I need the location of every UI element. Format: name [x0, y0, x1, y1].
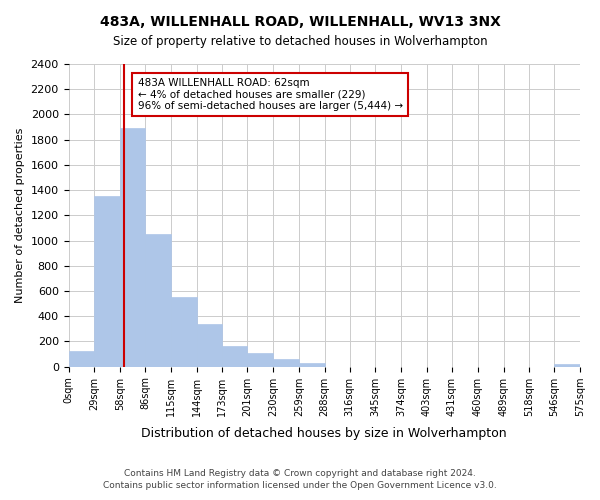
Text: Contains HM Land Registry data © Crown copyright and database right 2024.
Contai: Contains HM Land Registry data © Crown c…	[103, 468, 497, 490]
Text: 483A, WILLENHALL ROAD, WILLENHALL, WV13 3NX: 483A, WILLENHALL ROAD, WILLENHALL, WV13 …	[100, 15, 500, 29]
Bar	[197, 324, 223, 366]
Y-axis label: Number of detached properties: Number of detached properties	[15, 128, 25, 303]
Bar	[120, 128, 145, 366]
Bar	[273, 359, 299, 366]
Bar	[247, 353, 273, 366]
Text: 483A WILLENHALL ROAD: 62sqm
← 4% of detached houses are smaller (229)
96% of sem: 483A WILLENHALL ROAD: 62sqm ← 4% of deta…	[137, 78, 403, 111]
Bar	[68, 351, 94, 366]
Bar	[554, 364, 580, 366]
Bar	[223, 346, 247, 366]
Bar	[145, 234, 171, 366]
Bar	[171, 298, 197, 366]
Bar	[299, 363, 325, 366]
Bar	[94, 196, 120, 366]
Text: Size of property relative to detached houses in Wolverhampton: Size of property relative to detached ho…	[113, 35, 487, 48]
X-axis label: Distribution of detached houses by size in Wolverhampton: Distribution of detached houses by size …	[142, 427, 507, 440]
